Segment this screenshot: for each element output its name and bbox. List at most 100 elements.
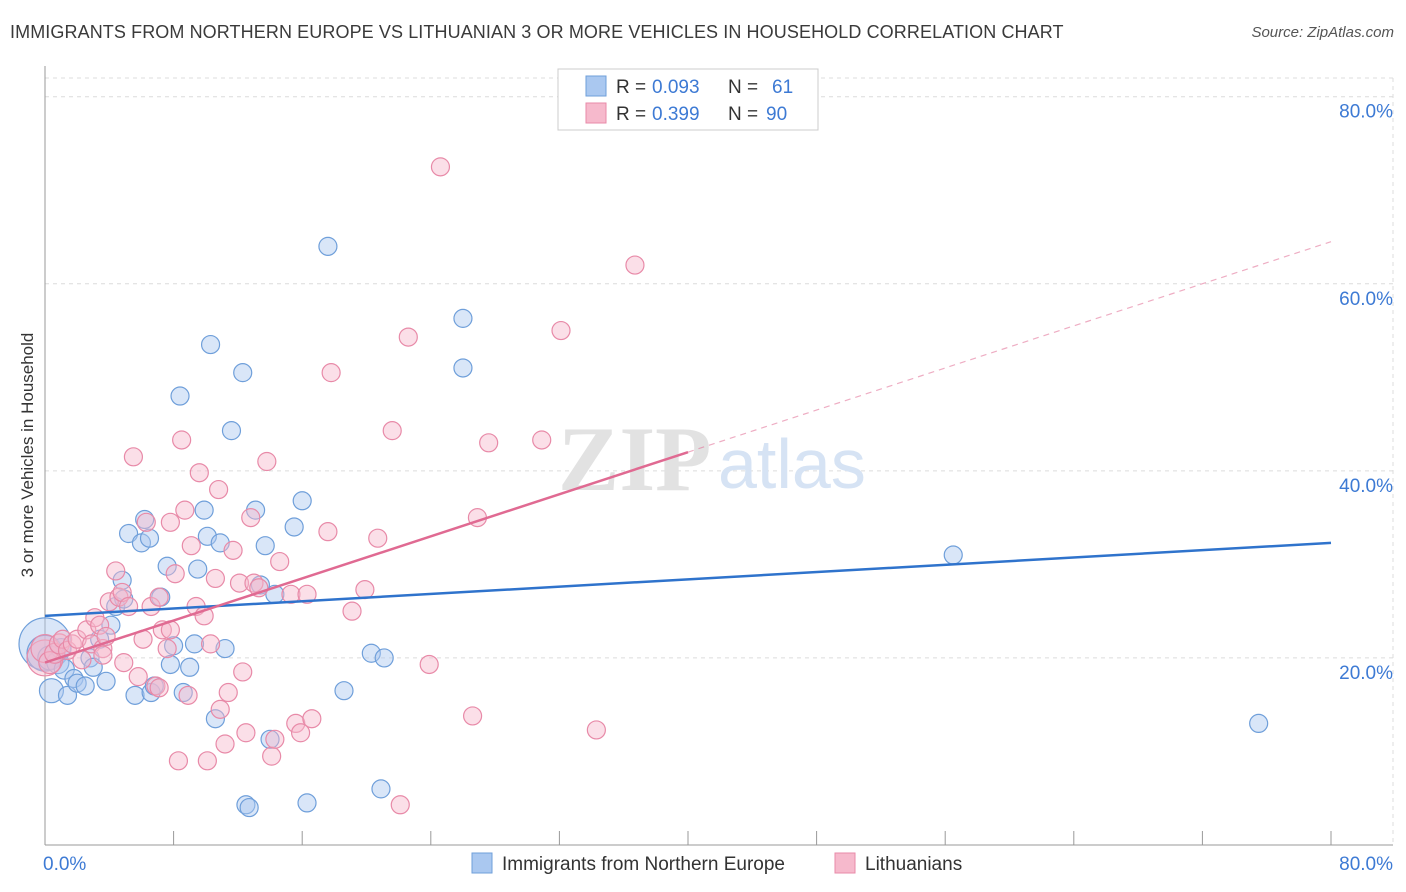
pink-point: [205, 568, 225, 589]
legend-r-label: R =: [616, 104, 646, 125]
blue-point: [318, 236, 338, 256]
pink-point: [114, 653, 134, 673]
pink-point: [382, 421, 402, 441]
pink-point: [265, 729, 285, 749]
pink-trend-extension: [687, 241, 1332, 453]
pink-point: [210, 699, 230, 719]
blue-point: [118, 523, 139, 544]
chart-title: IMMIGRANTS FROM NORTHERN EUROPE VS LITHU…: [10, 22, 1064, 42]
watermark-zip: ZIP: [558, 408, 711, 510]
blue-point: [1249, 713, 1269, 734]
x-tick-label: 80.0%: [1339, 854, 1393, 875]
pink-point: [223, 540, 243, 560]
source-credit: Source: ZipAtlas.com: [1251, 24, 1394, 41]
blue-point: [374, 648, 394, 668]
pink-point: [209, 479, 229, 500]
pink-point: [136, 512, 156, 532]
blue-point: [239, 797, 259, 818]
x-tick-label: 0.0%: [43, 854, 86, 875]
pink-point: [229, 573, 250, 593]
pink-point: [430, 157, 451, 177]
pink-point: [123, 447, 144, 467]
y-tick-label: 40.0%: [1339, 476, 1393, 497]
blue-point: [233, 363, 253, 383]
pink-point: [93, 645, 113, 665]
pink-point: [586, 720, 606, 740]
blue-point: [205, 709, 225, 729]
pink-point: [149, 678, 169, 698]
blue-point: [943, 545, 963, 565]
pink-point: [257, 451, 277, 472]
watermark: ZIP atlas: [558, 408, 866, 510]
pink-point: [160, 512, 180, 532]
blue-point: [125, 685, 145, 705]
trend-lines: [44, 241, 1332, 664]
pink-point: [625, 255, 645, 275]
blue-point: [361, 643, 381, 663]
blue-point: [334, 681, 354, 701]
pink-point: [53, 629, 73, 649]
tick-labels: 20.0% 40.0% 60.0% 80.0% 0.0% 80.0%: [43, 102, 1393, 875]
y-tick-label: 60.0%: [1339, 289, 1393, 310]
legend-n-value: 90: [766, 104, 787, 125]
pink-point: [532, 430, 552, 450]
pink-point: [233, 662, 253, 682]
blue-point: [260, 729, 280, 749]
pink-point: [118, 596, 139, 617]
pink-point: [165, 564, 185, 584]
pink-point: [172, 430, 192, 450]
pink-point: [241, 508, 261, 528]
watermark-atlas: atlas: [718, 425, 866, 503]
pink-point: [419, 654, 439, 675]
bottom-legend-pink-label: Lithuanians: [865, 854, 962, 875]
blue-point: [284, 517, 304, 537]
pink-point: [200, 634, 221, 654]
pink-point: [398, 327, 418, 347]
pink-point: [128, 667, 148, 687]
blue-point: [157, 556, 177, 576]
pink-trend-line: [44, 450, 689, 664]
pink-point: [302, 709, 322, 729]
blue-point: [194, 500, 214, 520]
pink-point: [236, 723, 256, 743]
blue-point: [292, 491, 312, 511]
y-tick-label: 20.0%: [1339, 663, 1393, 684]
pink-point: [342, 601, 362, 621]
blue-point: [170, 386, 190, 406]
blue-point: [96, 671, 116, 691]
legend-box: R = 0.093 N = 61 R = 0.399 N = 90: [557, 68, 819, 131]
pink-point: [321, 363, 341, 383]
pink-point: [175, 500, 195, 520]
pink-point: [215, 734, 235, 754]
pink-point: [290, 723, 311, 743]
pink-point: [355, 580, 375, 600]
blue-trend-line: [44, 541, 1332, 618]
pink-point: [262, 746, 282, 766]
blue-point: [180, 657, 200, 677]
legend-r-value: 0.399: [652, 104, 700, 125]
pink-point: [178, 685, 198, 705]
pink-point: [318, 522, 338, 542]
series-pink-points: [26, 157, 645, 815]
pink-point: [462, 706, 483, 726]
pink-point: [112, 582, 132, 603]
legend-n-value: 61: [772, 77, 793, 98]
blue-point: [75, 676, 95, 696]
blue-point: [255, 536, 275, 556]
pink-point: [181, 536, 201, 556]
pink-point: [270, 551, 290, 572]
pink-point: [106, 561, 126, 581]
blue-point: [297, 793, 317, 813]
legend-n-label: N =: [728, 104, 758, 125]
blue-point: [221, 421, 242, 441]
bottom-legend-blue-label: Immigrants from Northern Europe: [502, 854, 785, 875]
blue-point: [200, 334, 221, 355]
pink-point: [168, 751, 189, 771]
legend-swatch-blue: [585, 75, 607, 97]
blue-point: [184, 634, 205, 654]
legend-swatch-pink: [585, 102, 607, 124]
blue-point: [160, 654, 180, 675]
series-blue-points: [18, 236, 1269, 818]
legend-r-value: 0.093: [652, 77, 700, 98]
